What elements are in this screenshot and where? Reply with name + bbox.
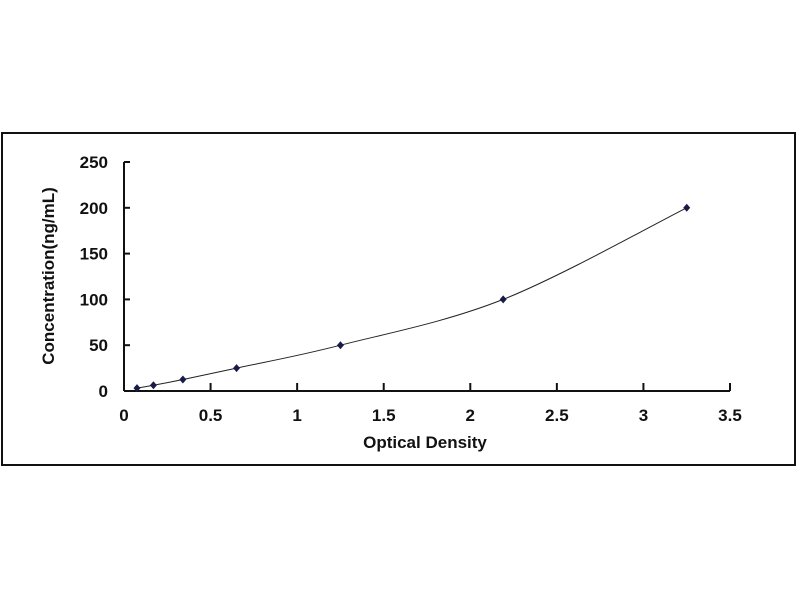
data-point xyxy=(133,384,141,393)
y-tick-label: 50 xyxy=(89,336,108,355)
x-tick-label: 3 xyxy=(639,406,648,425)
y-tick-label: 150 xyxy=(80,245,108,264)
y-tick-label: 250 xyxy=(80,153,108,172)
x-axis-label: Optical Density xyxy=(363,433,487,452)
y-tick-label: 0 xyxy=(99,382,108,401)
y-axis-label: Concentration(ng/mL) xyxy=(39,187,58,365)
data-point xyxy=(499,295,507,304)
x-tick-label: 2 xyxy=(466,406,475,425)
data-point xyxy=(233,364,241,373)
data-point xyxy=(336,341,344,350)
data-point xyxy=(149,381,157,390)
x-tick-label: 2.5 xyxy=(545,406,569,425)
x-tick-label: 0.5 xyxy=(199,406,223,425)
y-tick-label: 200 xyxy=(80,199,108,218)
x-tick-label: 3.5 xyxy=(718,406,742,425)
x-tick-label: 1 xyxy=(292,406,301,425)
data-point xyxy=(683,203,691,212)
data-point xyxy=(179,375,187,384)
trend-curve xyxy=(136,207,687,389)
y-tick-label: 100 xyxy=(80,290,108,309)
x-tick-label: 1.5 xyxy=(372,406,396,425)
x-tick-label: 0 xyxy=(119,406,128,425)
chart-frame xyxy=(1,132,796,466)
